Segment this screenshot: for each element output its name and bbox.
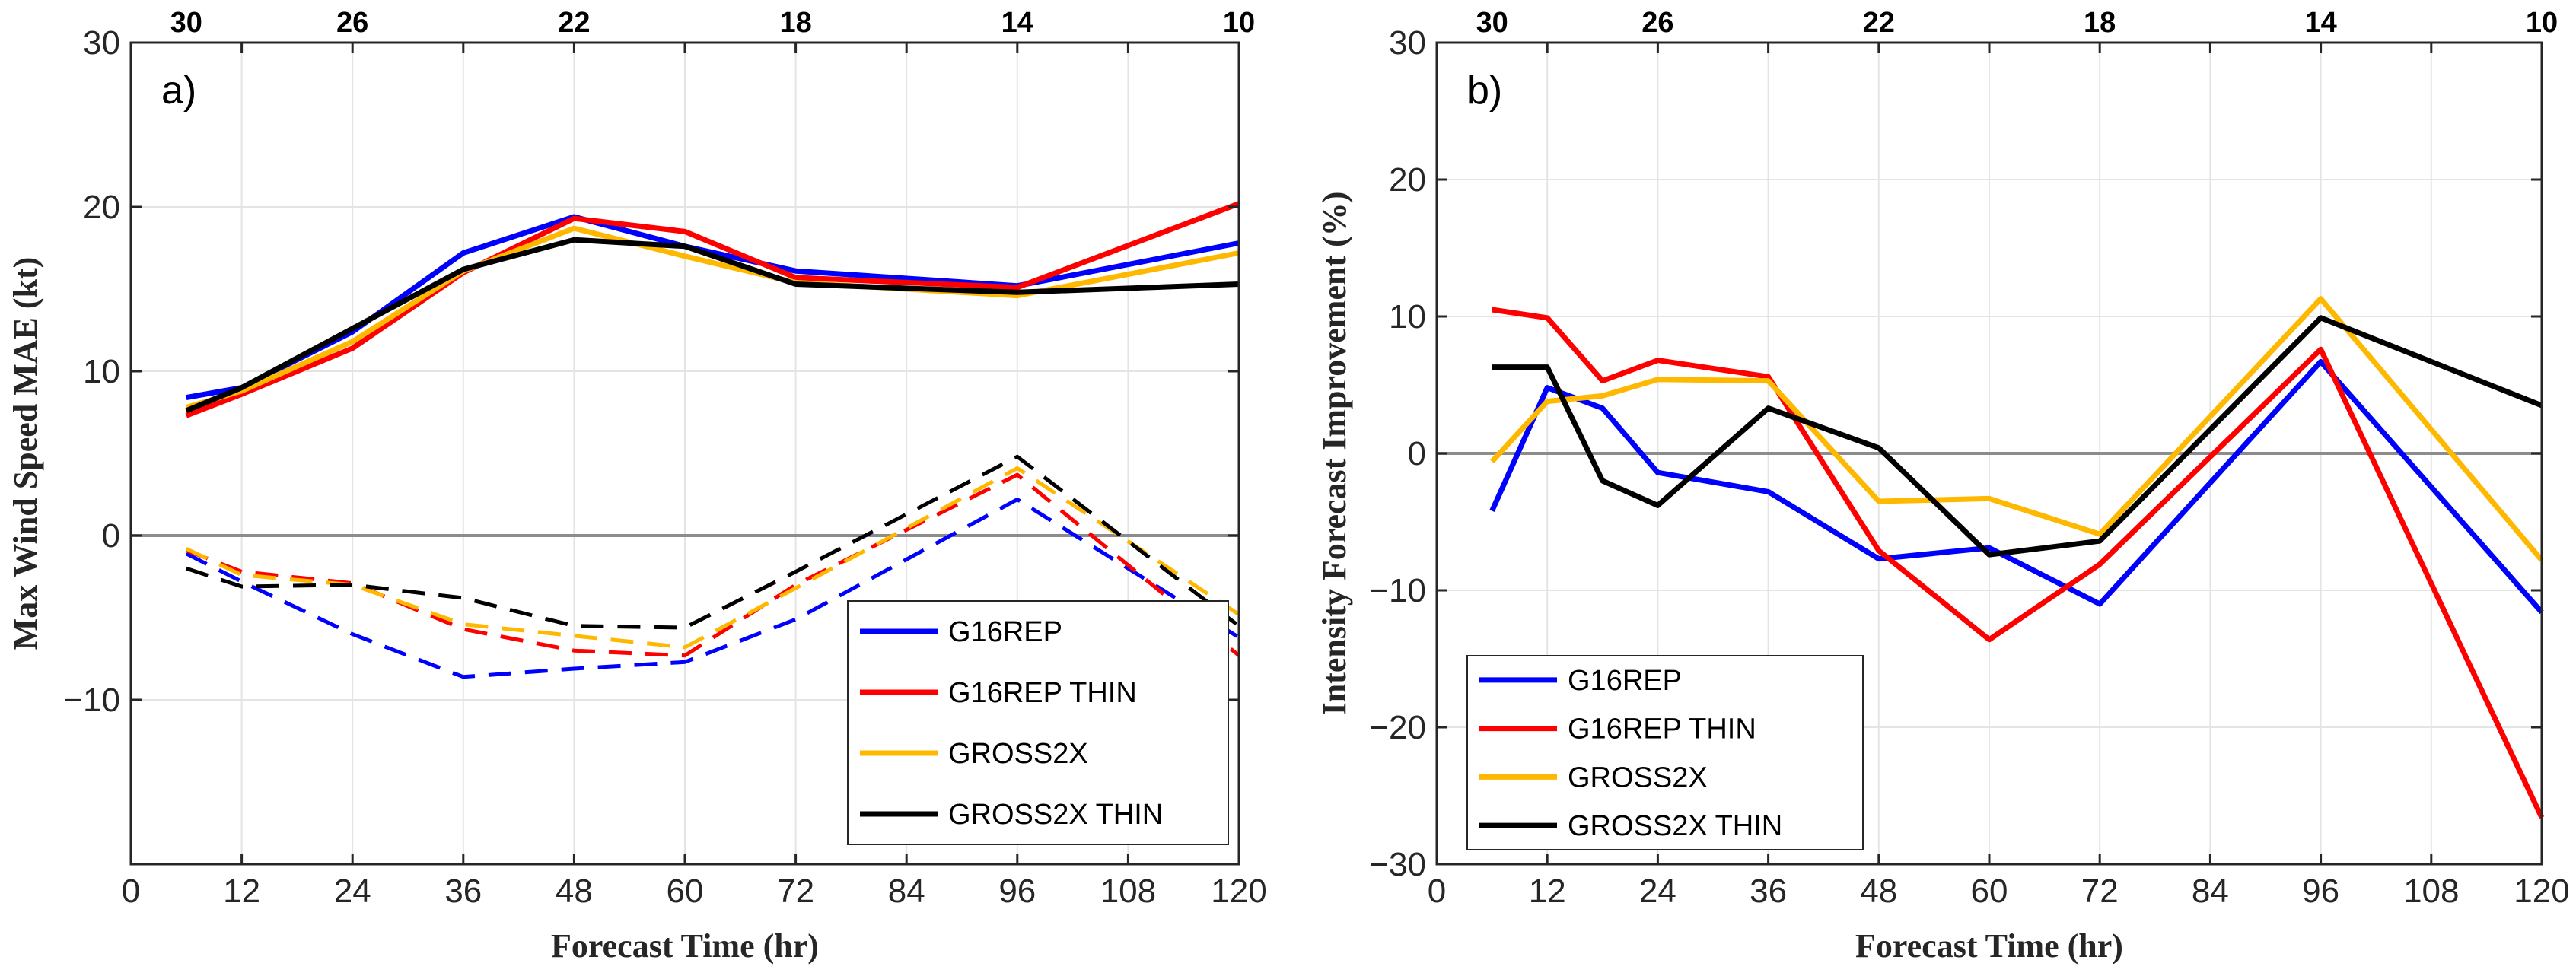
- top-tick-label: 14: [1001, 7, 1033, 39]
- top-tick-label: 26: [1641, 7, 1673, 39]
- x-tick-label: 12: [223, 873, 260, 910]
- legend: G16REP G16REP THIN GROSS2X GROSS2X THIN: [1466, 655, 1864, 850]
- x-tick-label: 24: [334, 873, 371, 910]
- y-tick-label: 30: [83, 24, 120, 62]
- legend-entry: G16REP: [1568, 665, 1682, 697]
- series-line-gross2x-thin: [185, 237, 1240, 414]
- legend-entry: GROSS2X THIN: [948, 799, 1163, 831]
- y-tick-label: −30: [1369, 846, 1426, 883]
- series-line-gross2x-thin: [1492, 315, 2543, 558]
- legend-entry: GROSS2X: [1568, 761, 1708, 793]
- legend-entry: G16REP THIN: [948, 677, 1137, 709]
- x-tick-label: 108: [2403, 873, 2459, 910]
- x-tick-label: 48: [556, 873, 593, 910]
- legend-box: [1466, 655, 1864, 850]
- top-tick-label: 10: [1223, 7, 1255, 39]
- y-tick-label: 10: [1389, 298, 1426, 335]
- x-tick-label: 96: [998, 873, 1036, 910]
- y-tick-label: −20: [1369, 709, 1426, 746]
- top-tick-label: 18: [2084, 7, 2116, 39]
- top-tick-label: 30: [170, 7, 202, 39]
- y-tick-label: 10: [83, 353, 120, 390]
- x-tick-label: 60: [667, 873, 704, 910]
- x-tick-label: 72: [2081, 873, 2119, 910]
- y-tick-label: 20: [83, 189, 120, 226]
- series-line-gross2x-thin-improvement: [186, 454, 1240, 630]
- series-line-gross2x: [1490, 296, 2544, 562]
- top-tick-label: 30: [1476, 7, 1508, 39]
- y-tick-label: 20: [1389, 161, 1426, 199]
- panel-label: b): [1467, 68, 1502, 113]
- top-tick-label: 10: [2526, 7, 2558, 39]
- x-axis-title: Forecast Time (hr): [1855, 927, 2123, 965]
- panel-b: 0 12 24 36 48 60 72 84 96 108 120 30 26 22 18 14 10 −30 −2…: [1316, 7, 2570, 965]
- x-tick-label: 84: [888, 873, 925, 910]
- x-tick-label: 48: [1860, 873, 1897, 910]
- x-tick-label: 120: [2514, 873, 2569, 910]
- panel-a: 0 12 24 36 48 60 72 84 96 108 120 30 26 22 18 14 10 −10 0 1…: [7, 7, 1267, 965]
- y-tick-label: 0: [1408, 435, 1426, 472]
- top-tick-label: 22: [558, 7, 590, 39]
- x-tick-label: 120: [1211, 873, 1266, 910]
- y-tick-label: 0: [102, 517, 120, 555]
- x-tick-label: 108: [1100, 873, 1156, 910]
- x-tick-label: 84: [2192, 873, 2229, 910]
- x-tick-label: 0: [1428, 873, 1446, 910]
- series-line-g16rep-improvement: [185, 498, 1240, 679]
- x-tick-label: 0: [122, 873, 140, 910]
- legend-box: [847, 600, 1229, 845]
- series-line-gross2x-improvement: [185, 466, 1240, 650]
- series-line-g16rep-thin-improvement: [185, 472, 1240, 658]
- x-tick-label: 36: [444, 873, 482, 910]
- x-tick-label: 96: [2302, 873, 2339, 910]
- legend-entry: G16REP THIN: [1568, 714, 1756, 746]
- panel-label: a): [161, 68, 196, 113]
- legend-entry: GROSS2X THIN: [1568, 810, 1782, 842]
- x-tick-label: 60: [1971, 873, 2008, 910]
- x-tick-label: 12: [1529, 873, 1566, 910]
- y-axis-title: Intensity Forecast Improvement (%): [1316, 192, 1353, 716]
- x-tick-label: 36: [1750, 873, 1787, 910]
- x-tick-label: 24: [1639, 873, 1676, 910]
- y-tick-label: −10: [1369, 572, 1426, 609]
- top-tick-label: 26: [336, 7, 368, 39]
- x-tick-label: 72: [777, 873, 814, 910]
- y-tick-label: −10: [63, 682, 120, 719]
- series-line-g16rep-thin: [185, 201, 1240, 418]
- legend: G16REP G16REP THIN GROSS2X GROSS2X THIN: [847, 600, 1229, 845]
- legend-entry: G16REP: [948, 616, 1062, 648]
- series-line-g16rep-thin: [1492, 307, 2545, 819]
- y-axis-title: Max Wind Speed MAE (kt): [7, 257, 44, 650]
- legend-entry: GROSS2X: [948, 738, 1088, 770]
- y-tick-label: 30: [1389, 24, 1426, 62]
- top-tick-label: 18: [779, 7, 811, 39]
- top-tick-label: 22: [1863, 7, 1895, 39]
- x-axis-title: Forecast Time (hr): [551, 927, 819, 965]
- top-tick-label: 14: [2304, 7, 2336, 39]
